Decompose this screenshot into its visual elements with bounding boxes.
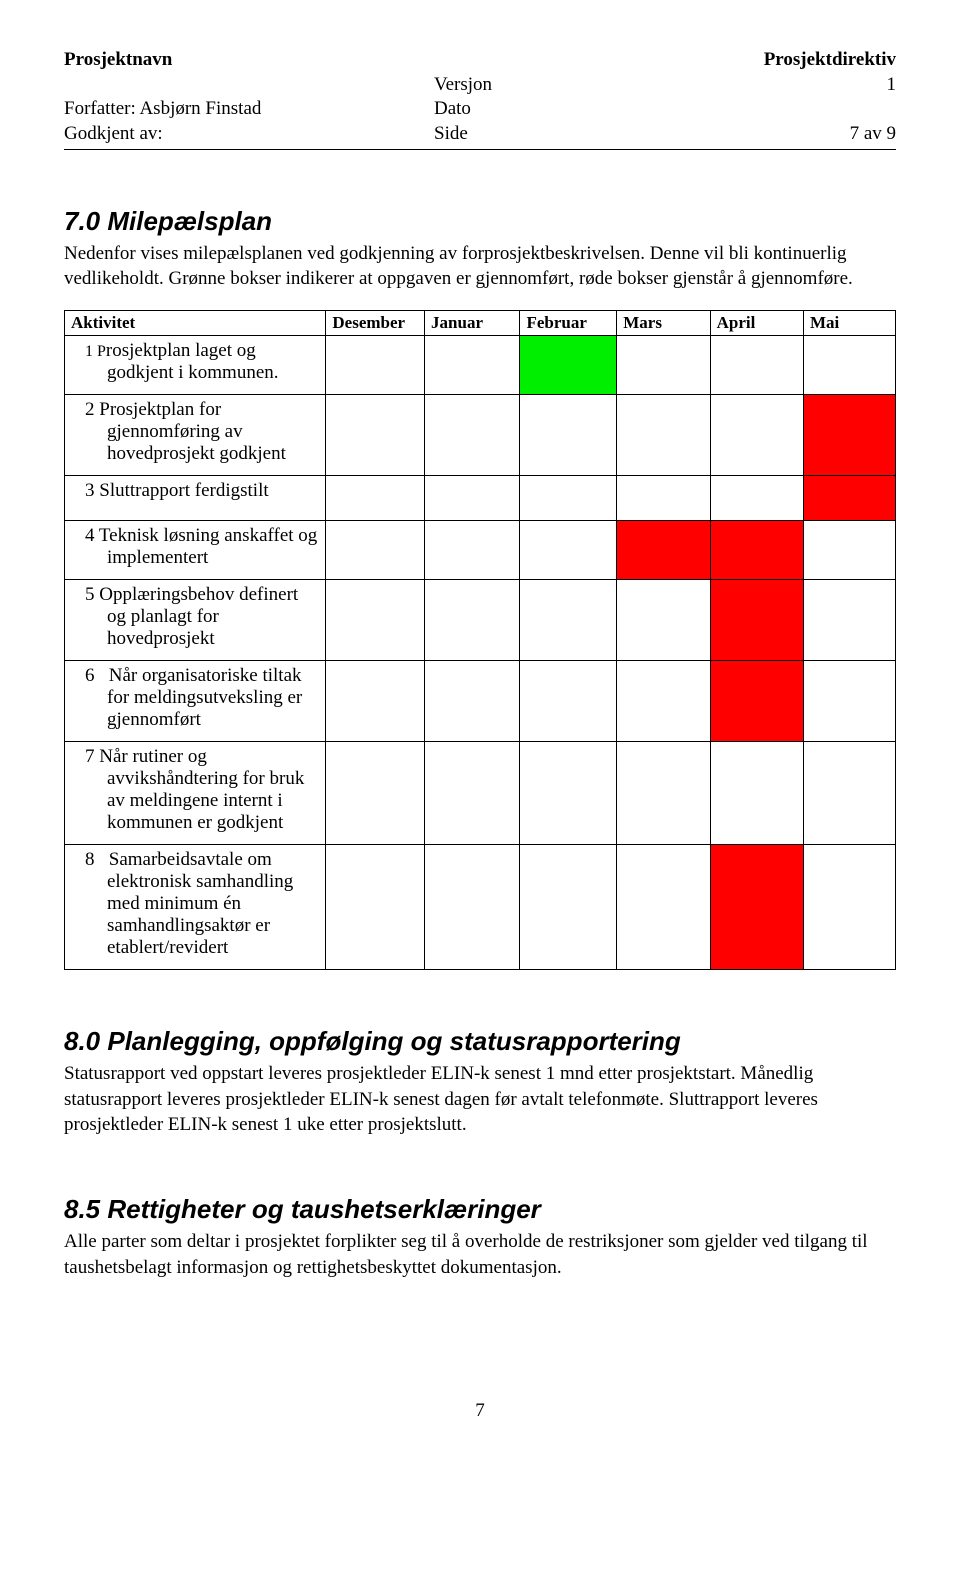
footer-page-number: 7	[64, 1400, 896, 1422]
gantt-cell	[520, 742, 617, 845]
table-row: 1 Prosjektplan laget og godkjent i kommu…	[65, 336, 896, 395]
gantt-cell	[804, 742, 896, 845]
gantt-cell	[520, 476, 617, 521]
gantt-cell	[804, 521, 896, 580]
col-month-header: Mai	[804, 311, 896, 336]
gantt-cell	[425, 521, 520, 580]
gantt-cell	[804, 395, 896, 476]
gantt-cell	[804, 845, 896, 970]
header-rule	[64, 149, 896, 150]
gantt-cell	[326, 661, 425, 742]
gantt-cell	[710, 661, 803, 742]
col-month-header: Mars	[617, 311, 710, 336]
table-header-row: Aktivitet Desember Januar Februar Mars A…	[65, 311, 896, 336]
table-row: 5 Opplæringsbehov definert og planlagt f…	[65, 580, 896, 661]
activity-cell: 4 Teknisk løsning anskaffet og implement…	[65, 521, 326, 580]
activity-cell: 6 Når organisatoriske tiltak for melding…	[65, 661, 326, 742]
section-85-heading: 8.5 Rettigheter og taushetserklæringer	[64, 1194, 896, 1225]
gantt-cell	[804, 476, 896, 521]
gantt-cell	[425, 395, 520, 476]
milestone-table: Aktivitet Desember Januar Februar Mars A…	[64, 310, 896, 970]
gantt-cell	[617, 521, 710, 580]
section-8-heading: 8.0 Planlegging, oppfølging og statusrap…	[64, 1026, 896, 1057]
gantt-cell	[710, 845, 803, 970]
gantt-cell	[520, 661, 617, 742]
header-dato-label: Dato	[434, 97, 534, 122]
activity-cell: 5 Opplæringsbehov definert og planlagt f…	[65, 580, 326, 661]
gantt-cell	[425, 580, 520, 661]
gantt-cell	[326, 742, 425, 845]
gantt-cell	[425, 336, 520, 395]
table-row: 4 Teknisk løsning anskaffet og implement…	[65, 521, 896, 580]
gantt-cell	[804, 580, 896, 661]
header-versjon-value: 1	[887, 73, 897, 98]
gantt-cell	[520, 336, 617, 395]
gantt-cell	[617, 661, 710, 742]
table-row: 3 Sluttrapport ferdigstilt	[65, 476, 896, 521]
section-7-para: Nedenfor vises milepælsplanen ved godkje…	[64, 241, 896, 292]
table-row: 7 Når rutiner og avvikshåndtering for br…	[65, 742, 896, 845]
gantt-cell	[710, 476, 803, 521]
section-85-para: Alle parter som deltar i prosjektet forp…	[64, 1229, 896, 1280]
table-row: 2 Prosjektplan for gjennomføring av hove…	[65, 395, 896, 476]
gantt-cell	[710, 580, 803, 661]
gantt-cell	[617, 580, 710, 661]
table-row: 8 Samarbeidsavtale om elektronisk samhan…	[65, 845, 896, 970]
section-8-para: Statusrapport ved oppstart leveres prosj…	[64, 1061, 896, 1138]
activity-cell: 2 Prosjektplan for gjennomføring av hove…	[65, 395, 326, 476]
header-side-label: Side	[434, 122, 534, 147]
gantt-cell	[326, 336, 425, 395]
activity-cell: 1 Prosjektplan laget og godkjent i kommu…	[65, 336, 326, 395]
col-month-header: Januar	[425, 311, 520, 336]
gantt-cell	[326, 395, 425, 476]
gantt-cell	[520, 521, 617, 580]
gantt-cell	[326, 521, 425, 580]
gantt-cell	[710, 395, 803, 476]
col-activity-header: Aktivitet	[65, 311, 326, 336]
gantt-cell	[425, 661, 520, 742]
gantt-cell	[710, 742, 803, 845]
gantt-cell	[425, 845, 520, 970]
gantt-cell	[617, 845, 710, 970]
header-side-value: 7 av 9	[850, 122, 896, 147]
col-month-header: Desember	[326, 311, 425, 336]
table-row: 6 Når organisatoriske tiltak for melding…	[65, 661, 896, 742]
gantt-cell	[520, 580, 617, 661]
gantt-cell	[710, 336, 803, 395]
gantt-cell	[425, 476, 520, 521]
header-author: Forfatter: Asbjørn Finstad	[64, 97, 434, 122]
gantt-cell	[425, 742, 520, 845]
section-7-heading: 7.0 Milepælsplan	[64, 206, 896, 237]
gantt-cell	[617, 742, 710, 845]
gantt-cell	[804, 336, 896, 395]
page-header: Prosjektnavn Prosjektdirektiv Versjon 1 …	[64, 48, 896, 150]
gantt-cell	[326, 476, 425, 521]
col-month-header: Februar	[520, 311, 617, 336]
gantt-cell	[520, 395, 617, 476]
header-approved: Godkjent av:	[64, 122, 434, 147]
header-title-right: Prosjektdirektiv	[764, 48, 896, 73]
gantt-cell	[617, 395, 710, 476]
header-versjon-label: Versjon	[434, 73, 534, 98]
header-title-left: Prosjektnavn	[64, 48, 172, 73]
header-empty	[64, 73, 434, 98]
activity-cell: 7 Når rutiner og avvikshåndtering for br…	[65, 742, 326, 845]
gantt-cell	[520, 845, 617, 970]
col-month-header: April	[710, 311, 803, 336]
gantt-cell	[617, 476, 710, 521]
gantt-cell	[326, 845, 425, 970]
gantt-cell	[710, 521, 803, 580]
activity-cell: 8 Samarbeidsavtale om elektronisk samhan…	[65, 845, 326, 970]
activity-cell: 3 Sluttrapport ferdigstilt	[65, 476, 326, 521]
gantt-cell	[804, 661, 896, 742]
gantt-cell	[326, 580, 425, 661]
gantt-cell	[617, 336, 710, 395]
